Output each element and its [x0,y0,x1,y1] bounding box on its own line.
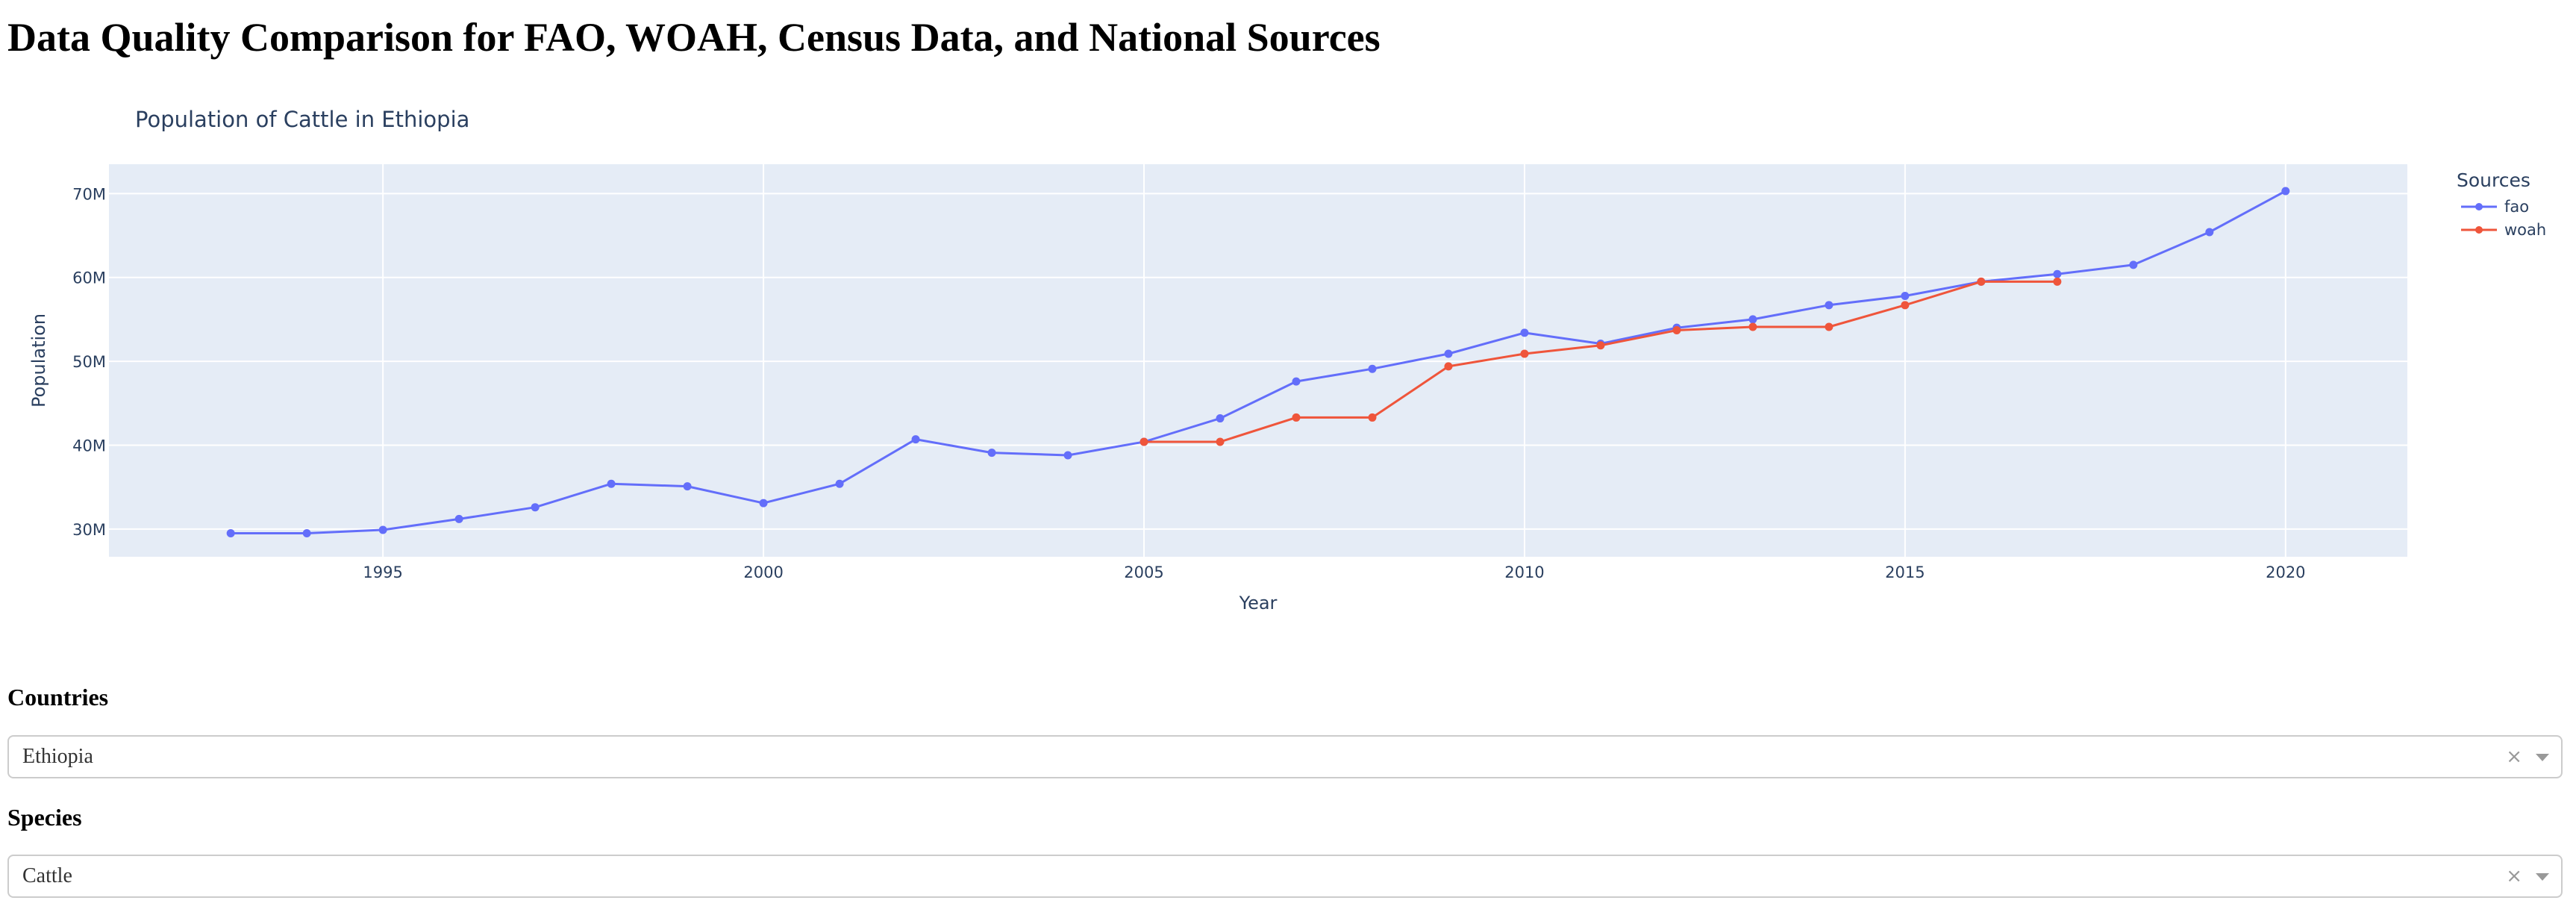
data-point-fao[interactable] [226,529,235,538]
y-tick-label: 60M [72,269,106,287]
population-line-chart: Population of Cattle in Ethiopia 30M 40M 5… [28,107,2546,613]
x-tick-label: 2015 [1885,563,1925,581]
grid-lines [109,164,2407,557]
data-point-woah[interactable] [1825,322,1833,331]
legend-item-fao[interactable]: fao [2461,198,2529,216]
data-point-fao[interactable] [454,514,463,523]
data-point-fao[interactable] [302,529,311,538]
data-point-woah[interactable] [1748,322,1757,331]
chevron-down-icon[interactable] [2536,873,2549,881]
close-icon[interactable]: × [2506,865,2522,887]
series-woah [1139,277,2062,446]
data-point-fao[interactable] [683,482,692,491]
chart-title: Population of Cattle in Ethiopia [135,107,469,132]
data-point-fao[interactable] [1901,291,1910,300]
legend-marker [2475,226,2483,234]
data-point-fao[interactable] [1063,451,1072,460]
legend-marker [2475,203,2483,210]
data-point-fao[interactable] [1825,301,1833,310]
data-point-fao[interactable] [1520,328,1529,337]
y-tick-label: 40M [72,437,106,455]
series-fao [226,187,2290,538]
data-point-fao[interactable] [1292,377,1301,386]
countries-selected-value: Ethiopia [22,745,93,768]
x-tick-label: 2010 [1504,563,1544,581]
plot-area[interactable] [109,164,2407,557]
data-point-woah[interactable] [1901,301,1910,310]
chevron-down-icon[interactable] [2536,754,2549,761]
countries-dropdown[interactable]: Ethiopia × [7,735,2563,778]
data-point-fao[interactable] [2129,260,2138,269]
data-point-fao[interactable] [378,525,387,534]
data-point-fao[interactable] [835,479,844,488]
data-point-fao[interactable] [759,499,768,508]
data-point-fao[interactable] [2053,269,2062,278]
countries-label: Countries [7,684,109,711]
data-point-woah[interactable] [1444,362,1453,371]
x-axis-title: Year [1239,593,1278,613]
y-axis-title: Population [28,313,49,408]
x-tick-label: 1995 [363,563,402,581]
data-point-fao[interactable] [2281,187,2290,196]
x-tick-label: 2005 [1124,563,1163,581]
legend-title: Sources [2457,169,2530,191]
data-point-woah[interactable] [1292,413,1301,422]
series-line-fao[interactable] [231,190,2286,534]
data-point-woah[interactable] [2053,277,2062,286]
series-lines [226,187,2290,538]
data-point-woah[interactable] [1596,341,1605,350]
species-selected-value: Cattle [22,864,72,887]
x-axis-ticks: 1995 2000 2005 2010 2015 2020 [363,563,2305,581]
page-title: Data Quality Comparison for FAO, WOAH, C… [7,15,1381,60]
legend-item-woah[interactable]: woah [2461,221,2546,239]
data-point-fao[interactable] [2205,228,2214,237]
data-point-woah[interactable] [1672,326,1681,335]
y-axis-ticks: 30M 40M 50M 60M 70M [72,185,106,539]
close-icon[interactable]: × [2506,746,2522,768]
legend-label: fao [2504,198,2529,216]
data-point-woah[interactable] [1139,437,1148,446]
data-point-woah[interactable] [1368,413,1377,422]
data-point-woah[interactable] [1216,437,1225,446]
data-point-fao[interactable] [987,449,996,458]
y-tick-label: 50M [72,353,106,371]
data-point-fao[interactable] [1368,364,1377,373]
species-dropdown[interactable]: Cattle × [7,855,2563,898]
data-point-fao[interactable] [911,435,920,444]
data-point-woah[interactable] [1977,277,1986,286]
data-point-fao[interactable] [531,503,540,512]
data-point-fao[interactable] [1748,315,1757,324]
data-point-fao[interactable] [1444,349,1453,358]
data-point-fao[interactable] [607,479,616,488]
species-label: Species [7,804,82,831]
data-point-fao[interactable] [1216,414,1225,423]
x-tick-label: 2000 [743,563,783,581]
y-tick-label: 30M [72,521,106,539]
legend-label: woah [2504,221,2546,239]
y-tick-label: 70M [72,185,106,203]
legend: Sources fao woah [2457,169,2546,239]
data-point-woah[interactable] [1520,349,1529,358]
x-tick-label: 2020 [2266,563,2305,581]
